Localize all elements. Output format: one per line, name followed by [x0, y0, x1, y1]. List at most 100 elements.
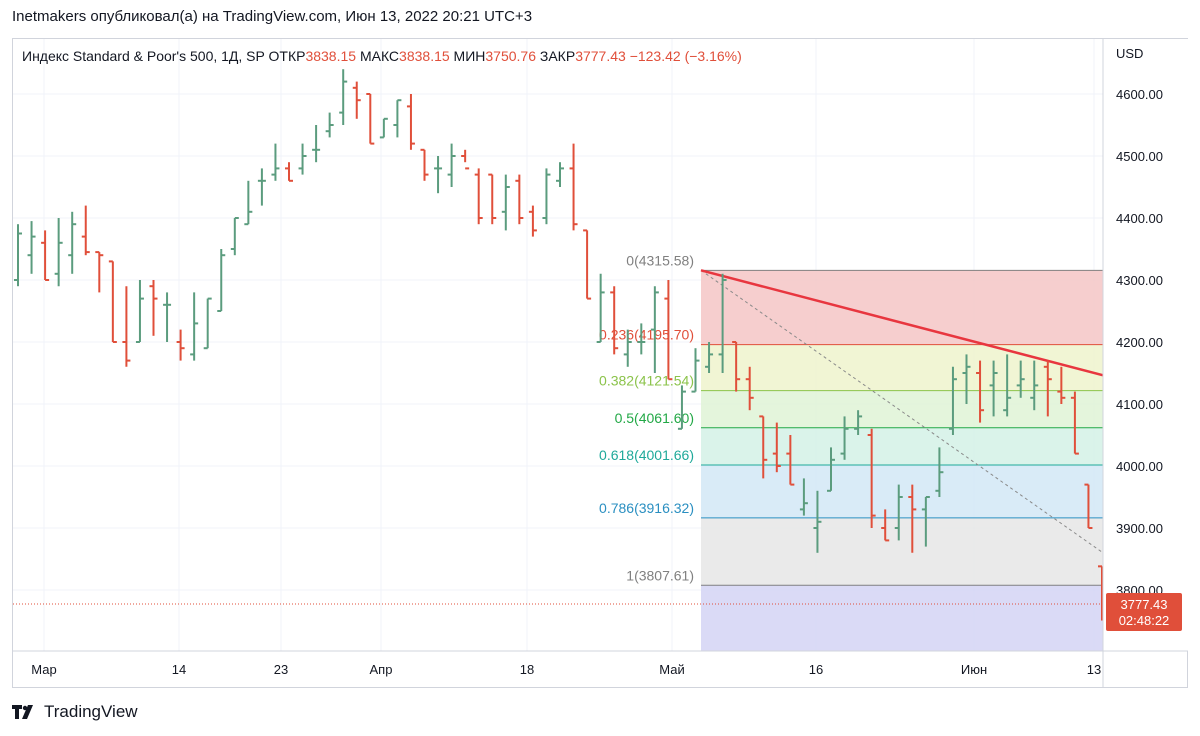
ohlc-bar — [176, 329, 185, 361]
ohlc-bar — [461, 149, 470, 170]
ohlc-bar — [1070, 391, 1079, 455]
y-tick-label: 4400.00 — [1116, 211, 1163, 226]
ohlc-bar — [528, 205, 537, 237]
ohlc-bar — [515, 174, 524, 225]
ohlc-bar — [217, 249, 226, 312]
fib-zone — [701, 270, 1103, 345]
bar-countdown: 02:48:22 — [1119, 613, 1170, 628]
open-value: 3838.15 — [305, 48, 357, 64]
y-tick-label: 4200.00 — [1116, 335, 1163, 350]
ohlc-bar — [745, 366, 754, 411]
ohlc-bar — [650, 286, 659, 373]
x-tick-label: 23 — [274, 662, 288, 677]
ohlc-bar — [1016, 360, 1025, 398]
ohlc-bar — [149, 280, 158, 336]
ohlc-bar — [1043, 360, 1052, 417]
ohlc-bar — [27, 221, 36, 274]
ohlc-bar — [786, 435, 795, 486]
ohlc-bar — [718, 273, 727, 373]
ohlc-bar — [312, 125, 321, 163]
last-price-badge — [1106, 592, 1182, 631]
y-tick-label: 4300.00 — [1116, 273, 1163, 288]
x-tick-label: Мар — [31, 662, 56, 677]
fib-level-label: 0.618(4001.66) — [599, 447, 694, 463]
ohlc-bar — [501, 174, 510, 231]
fib-zone — [701, 464, 1103, 518]
ohlc-bar — [135, 280, 144, 343]
ohlc-bar — [664, 280, 673, 381]
close-value: 3777.43 — [575, 48, 626, 64]
ohlc-bar — [705, 342, 714, 373]
ohlc-bar — [95, 251, 104, 293]
symbol-legend: Индекс Standard & Poor's 500, 1Д, SP ОТК… — [22, 48, 742, 64]
ohlc-bar — [406, 94, 415, 150]
ohlc-bar — [732, 341, 741, 392]
ohlc-bar — [962, 354, 971, 404]
ohlc-bar — [81, 205, 90, 256]
ohlc-bar — [881, 509, 890, 542]
change-value: −123.42 (−3.16%) — [629, 48, 742, 64]
x-tick-label: Май — [659, 662, 684, 677]
publisher-line: Inetmakers опубликовал(а) на TradingView… — [12, 8, 533, 25]
x-tick-label: 13 — [1087, 662, 1101, 677]
brand-name: TradingView — [44, 702, 138, 721]
high-label: МАКС — [359, 48, 400, 64]
ohlc-bar — [610, 286, 619, 355]
y-tick-label: 3900.00 — [1116, 521, 1163, 536]
ohlc-bar — [854, 410, 863, 435]
ohlc-bar — [54, 218, 63, 287]
ohlc-bar — [393, 99, 402, 138]
fib-level-label: 0.786(3916.32) — [599, 500, 694, 516]
ohlc-bar — [867, 428, 876, 528]
y-tick-label: 4500.00 — [1116, 149, 1163, 164]
ohlc-bar — [921, 496, 930, 547]
ohlc-bar — [339, 69, 348, 125]
last-price-value: 3777.43 — [1121, 597, 1168, 612]
ohlc-bar — [190, 292, 199, 361]
ohlc-bar — [68, 211, 77, 274]
y-tick-label: 4600.00 — [1116, 87, 1163, 102]
ohlc-bar — [583, 229, 592, 300]
fib-zone — [701, 390, 1103, 428]
ohlc-bar — [488, 173, 497, 225]
ohlc-bar — [244, 180, 253, 226]
x-tick-label: Апр — [370, 662, 393, 677]
ohlc-bar — [691, 348, 700, 393]
x-tick-label: Июн — [961, 662, 987, 677]
low-label: МИН — [453, 48, 486, 64]
low-value: 3750.76 — [485, 48, 536, 64]
fib-level-label: 0(4315.58) — [626, 252, 694, 268]
ohlc-bar — [637, 323, 646, 355]
ohlc-bar — [799, 478, 808, 516]
fib-zone — [701, 585, 1103, 651]
ohlc-bar — [122, 286, 131, 367]
fib-zone — [701, 517, 1103, 586]
ohlc-bar — [813, 490, 822, 553]
ohlc-bar — [908, 484, 917, 553]
tradingview-brand[interactable]: TradingView — [12, 702, 138, 722]
symbol-name: Индекс Standard & Poor's 500, 1Д, SP — [22, 48, 265, 64]
ohlc-bar — [935, 447, 944, 497]
fib-level-label: 1(3807.61) — [626, 567, 694, 583]
ohlc-bar — [434, 156, 443, 194]
close-label: ЗАКР — [539, 48, 576, 64]
ohlc-bar — [298, 143, 307, 175]
y-tick-label: 4100.00 — [1116, 397, 1163, 412]
ohlc-bar — [1003, 354, 1012, 417]
ohlc-bar — [379, 117, 388, 139]
price-axis-background — [1103, 39, 1188, 651]
fib-level-label: 0.5(4061.60) — [615, 410, 694, 426]
ohlc-bar — [976, 360, 985, 423]
ohlc-bar — [366, 93, 375, 145]
fib-level-label: 0.236(4195.70) — [599, 327, 694, 343]
ohlc-bar — [569, 143, 578, 231]
ohlc-bar — [203, 297, 212, 350]
currency-label: USD — [1116, 46, 1143, 61]
ohlc-bar — [542, 168, 551, 225]
high-value: 3838.15 — [399, 48, 450, 64]
ohlc-bar — [827, 447, 835, 492]
ohlc-bar — [1030, 360, 1039, 411]
fib-level-label: 0.382(4121.54) — [599, 373, 694, 389]
ohlc-bar — [894, 484, 903, 541]
